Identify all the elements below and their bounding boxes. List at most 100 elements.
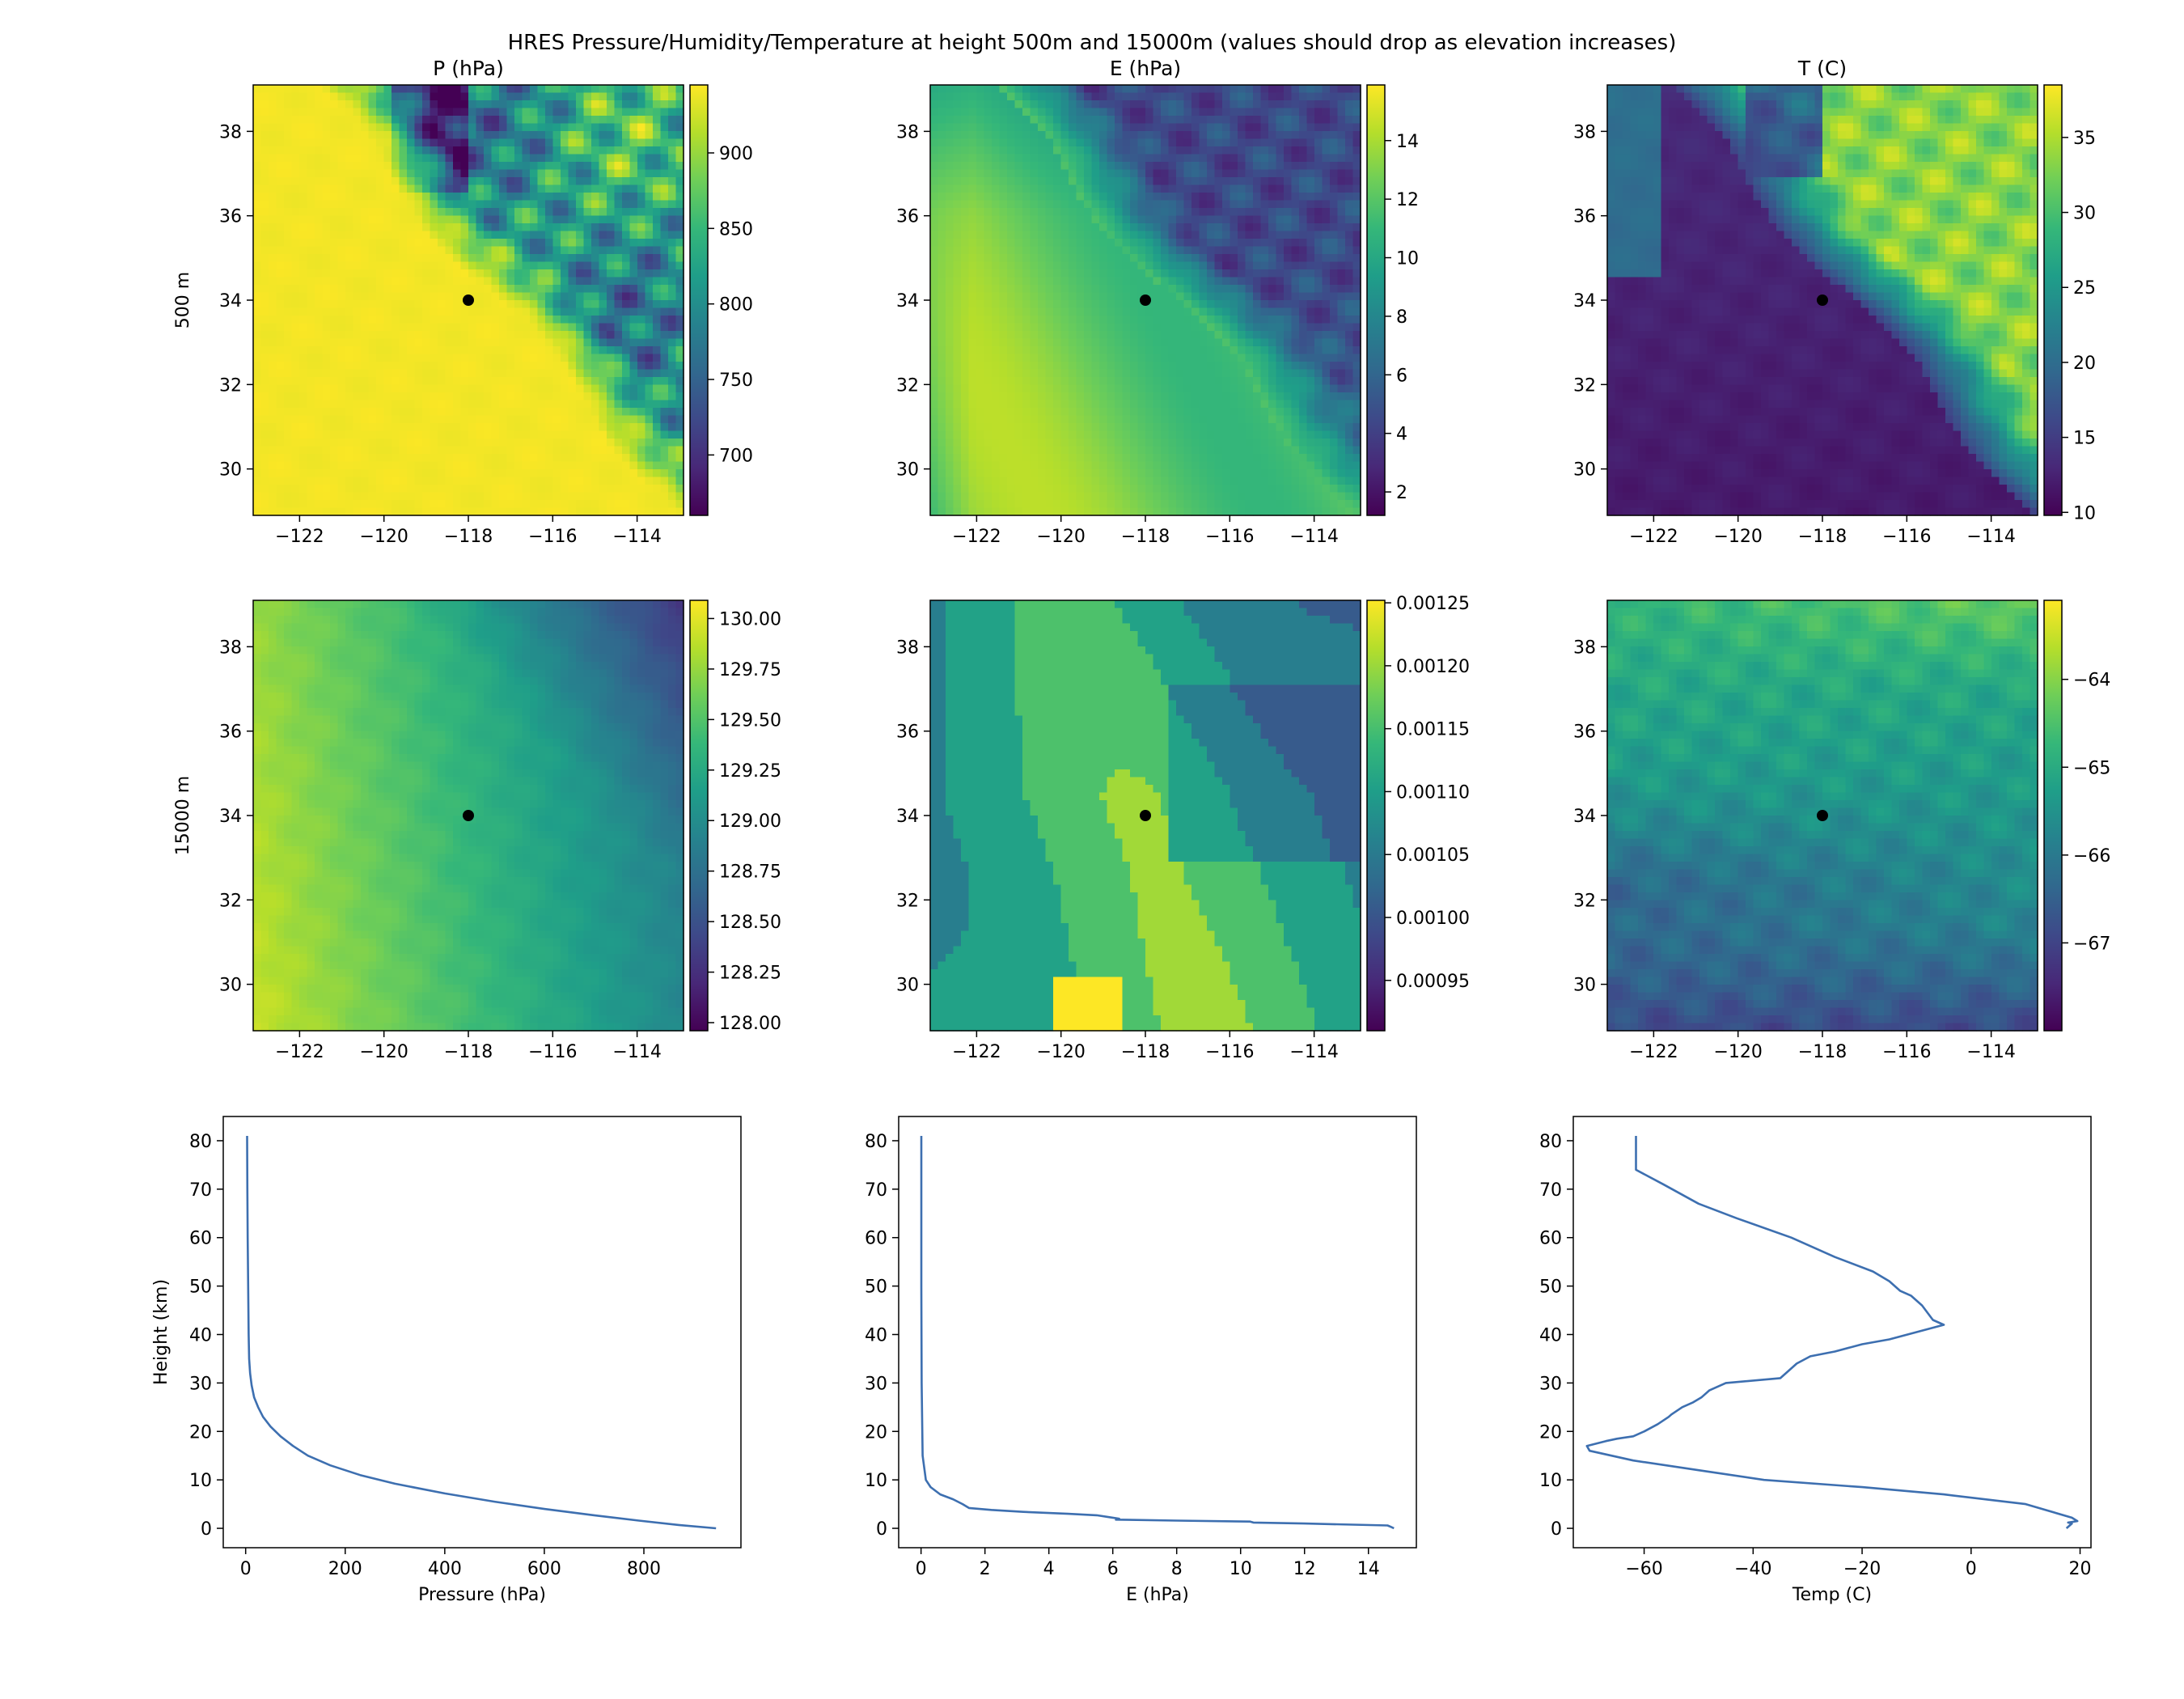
heatmap-cell <box>484 277 493 286</box>
heatmap-cell <box>468 131 477 140</box>
heatmap-cell <box>552 369 561 378</box>
heatmap-cell <box>568 100 577 109</box>
heatmap-cell <box>530 492 539 501</box>
heatmap-cell <box>984 146 993 155</box>
heatmap-cell <box>499 346 508 355</box>
heatmap-cell <box>530 439 539 447</box>
heatmap-cell <box>1161 100 1170 109</box>
heatmap-cell <box>1084 316 1093 324</box>
heatmap-cell <box>1161 346 1170 355</box>
heatmap-cell <box>1107 200 1115 209</box>
heatmap-cell <box>1130 369 1139 378</box>
heatmap-cell <box>514 362 523 371</box>
heatmap-cell <box>976 469 985 478</box>
heatmap-cell <box>1060 331 1069 340</box>
heatmap-cell <box>999 246 1008 255</box>
heatmap-cell <box>345 269 354 278</box>
heatmap-cell <box>368 384 377 393</box>
heatmap-cell <box>545 200 554 209</box>
heatmap-cell <box>668 246 677 255</box>
heatmap-cell <box>1168 423 1177 432</box>
heatmap-cell <box>445 100 454 109</box>
heatmap-cell <box>368 477 377 485</box>
heatmap-cell <box>353 492 362 501</box>
heatmap-cell <box>1069 200 1077 209</box>
heatmap-cell <box>1053 377 1062 386</box>
heatmap-cell <box>552 338 561 347</box>
heatmap-cell <box>599 154 607 163</box>
heatmap-cell <box>430 415 438 424</box>
heatmap-cell <box>476 292 485 301</box>
heatmap-cell <box>930 231 939 239</box>
heatmap-cell <box>361 131 370 140</box>
heatmap-cell <box>1176 223 1185 232</box>
heatmap-cell <box>992 146 1001 155</box>
heatmap-cell <box>260 162 269 171</box>
heatmap-cell <box>637 507 646 516</box>
heatmap-cell <box>299 146 308 155</box>
heatmap-cell <box>291 477 300 485</box>
heatmap-cell <box>376 323 385 332</box>
heatmap-cell <box>1161 415 1170 424</box>
heatmap-cell <box>468 331 477 340</box>
heatmap-cell <box>930 261 939 270</box>
heatmap-cell <box>1130 430 1139 439</box>
heatmap-cell <box>1060 377 1069 386</box>
heatmap-cell <box>476 323 485 332</box>
heatmap-cell <box>1076 446 1085 455</box>
heatmap-cell <box>460 485 469 494</box>
heatmap-cell <box>1145 261 1154 270</box>
heatmap-cell <box>1030 269 1039 278</box>
heatmap-cell <box>445 285 454 294</box>
heatmap-cell <box>361 277 370 286</box>
heatmap-cell <box>307 208 315 217</box>
heatmap-cell <box>368 215 377 224</box>
heatmap-cell <box>953 162 962 171</box>
heatmap-cell <box>961 507 970 516</box>
heatmap-cell <box>1022 369 1031 378</box>
heatmap-cell <box>1030 277 1039 286</box>
heatmap-cell <box>414 108 423 117</box>
heatmap-cell <box>260 354 269 362</box>
heatmap-cell <box>299 92 308 101</box>
heatmap-cell <box>1137 261 1146 270</box>
heatmap-cell <box>968 116 977 125</box>
heatmap-cell <box>561 92 569 101</box>
heatmap-cell <box>1130 123 1139 132</box>
heatmap-cell <box>1122 446 1131 455</box>
heatmap-cell <box>499 377 508 386</box>
heatmap-cell <box>537 454 546 463</box>
heatmap-cell <box>653 269 662 278</box>
heatmap-cell <box>583 92 592 101</box>
heatmap-cell <box>376 146 385 155</box>
heatmap-cell <box>1045 316 1054 324</box>
heatmap-cell <box>1076 384 1085 393</box>
heatmap-cell <box>253 162 262 171</box>
heatmap-cell <box>253 300 262 309</box>
heatmap-cell <box>307 269 315 278</box>
heatmap-cell <box>1014 446 1023 455</box>
heatmap-cell <box>299 138 308 147</box>
heatmap-cell <box>1053 461 1062 470</box>
heatmap-cell <box>253 269 262 278</box>
heatmap-cell <box>260 454 269 463</box>
heatmap-cell <box>568 384 577 393</box>
heatmap-cell <box>938 307 946 316</box>
heatmap-cell <box>637 323 646 332</box>
heatmap-cell <box>976 223 985 232</box>
heatmap-cell <box>1091 108 1100 117</box>
heatmap-cell <box>629 193 638 201</box>
heatmap-cell <box>337 492 346 501</box>
heatmap-cell <box>1122 277 1131 286</box>
heatmap-cell <box>1084 169 1093 178</box>
heatmap-cell <box>953 461 962 470</box>
heatmap-cell <box>291 400 300 409</box>
heatmap-cell <box>992 369 1001 378</box>
heatmap-cell <box>614 92 623 101</box>
heatmap-cell <box>337 316 346 324</box>
heatmap-cell <box>968 285 977 294</box>
heatmap-cell <box>552 454 561 463</box>
heatmap-cell <box>438 338 447 347</box>
heatmap-cell <box>1038 223 1047 232</box>
heatmap-cell <box>607 154 616 163</box>
